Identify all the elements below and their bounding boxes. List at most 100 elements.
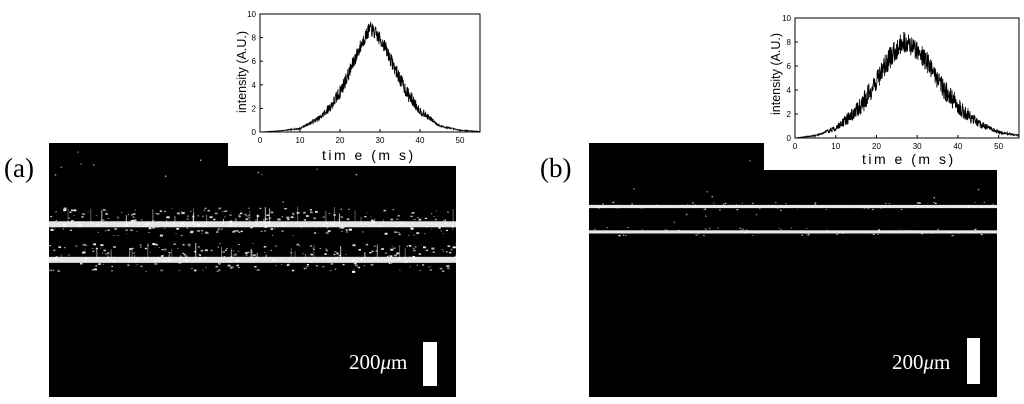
speckle [180, 211, 183, 213]
speckle [308, 224, 311, 226]
speckle [113, 260, 116, 263]
speckle [377, 259, 380, 261]
speckle [207, 209, 211, 212]
speckle-streak [374, 218, 376, 225]
chart-b-ytick-label: 8 [787, 38, 792, 47]
speckle [371, 250, 374, 253]
background-speckle [159, 221, 161, 223]
speckle [70, 229, 73, 231]
chart-b-xtick-label: 50 [994, 142, 1003, 151]
speckle [250, 261, 252, 263]
inset-chart-a-svg: 0 10 20 30 40 50 0 2 4 6 8 10 [247, 10, 481, 145]
speckle [455, 255, 456, 258]
speckle [814, 202, 816, 204]
speckle [397, 257, 401, 260]
speckle [314, 232, 317, 234]
speckle [203, 256, 207, 259]
speckle [432, 251, 436, 254]
speckle [646, 205, 648, 206]
speckle-streak [129, 250, 131, 260]
speckle [113, 246, 117, 248]
speckle [310, 261, 313, 263]
speckle [416, 232, 420, 235]
speckle [255, 224, 258, 226]
speckle [198, 253, 201, 256]
speckle [871, 208, 874, 211]
background-speckle [749, 160, 751, 162]
speckle [399, 221, 403, 224]
speckle [101, 244, 105, 247]
speckle [228, 224, 232, 227]
speckle [952, 206, 954, 208]
speckle [228, 260, 231, 263]
speckle [125, 233, 127, 235]
speckle [51, 227, 53, 228]
speckle [181, 212, 185, 215]
speckle [416, 264, 418, 266]
speckle [765, 231, 768, 233]
background-speckle [706, 190, 709, 193]
speckle [223, 210, 227, 213]
speckle [398, 233, 401, 236]
speckle [745, 229, 748, 232]
speckle [134, 255, 136, 257]
speckle [304, 267, 307, 270]
speckle [182, 252, 185, 255]
speckle [681, 204, 683, 206]
speckle [341, 231, 343, 233]
speckle [291, 269, 295, 272]
speckle [217, 230, 219, 231]
chart-a-ytick-label: 8 [252, 34, 257, 43]
speckle [980, 233, 983, 236]
speckle-streak [206, 214, 208, 225]
speckle [69, 211, 72, 213]
speckle [391, 245, 393, 247]
speckle [807, 234, 809, 236]
speckle [161, 249, 164, 251]
speckle [130, 229, 133, 232]
chart-b-ytick-label: 0 [787, 134, 792, 143]
speckle [379, 225, 382, 227]
speckle [780, 229, 782, 231]
speckle [225, 210, 228, 212]
speckle [384, 252, 387, 254]
speckle [87, 211, 89, 213]
speckle [436, 223, 438, 225]
speckle [937, 228, 939, 230]
speckle [281, 216, 284, 218]
speckle [735, 231, 737, 232]
speckle [202, 259, 205, 261]
speckle [315, 226, 318, 228]
speckle [354, 264, 358, 267]
background-speckle [54, 174, 57, 176]
speckle [225, 249, 228, 251]
speckle [670, 232, 673, 234]
speckle [111, 266, 113, 268]
speckle-streak [250, 248, 252, 260]
background-speckle [633, 188, 635, 190]
speckle [340, 208, 343, 210]
speckle [404, 261, 408, 263]
speckle [102, 263, 105, 265]
background-speckle [80, 163, 83, 165]
speckle [604, 231, 607, 233]
speckle [451, 229, 454, 231]
speckle [102, 252, 104, 254]
speckle [703, 209, 705, 211]
speckle [708, 227, 711, 229]
speckle [313, 217, 316, 220]
speckle [417, 216, 419, 219]
speckle [655, 204, 658, 207]
speckle-streak [364, 252, 366, 260]
speckle [370, 263, 374, 266]
speckle [260, 230, 263, 233]
speckle [232, 230, 236, 233]
speckle [290, 252, 293, 254]
speckle [442, 233, 445, 235]
speckle [154, 262, 158, 265]
speckle-streak [340, 245, 342, 260]
speckle [259, 220, 262, 223]
speckle [98, 263, 101, 265]
speckle [148, 227, 152, 230]
scale-value-b: 200 [892, 350, 924, 374]
